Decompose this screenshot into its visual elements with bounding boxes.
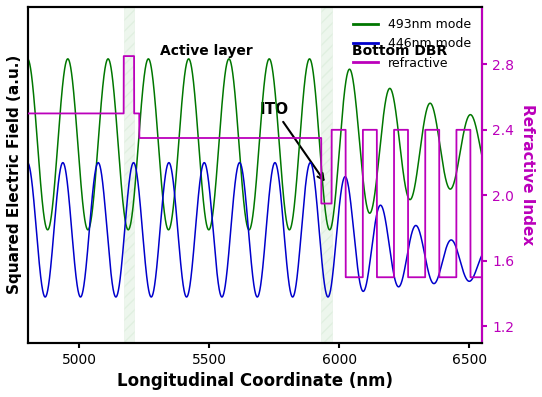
Legend: 493nm mode, 446nm mode, refractive: 493nm mode, 446nm mode, refractive [348, 13, 476, 75]
X-axis label: Longitudinal Coordinate (nm): Longitudinal Coordinate (nm) [117, 372, 393, 390]
Y-axis label: Squared Electric Field (a.u.): Squared Electric Field (a.u.) [7, 55, 22, 295]
Text: Active layer: Active layer [160, 44, 253, 58]
Text: ITO: ITO [260, 102, 324, 180]
Y-axis label: Refractive Index: Refractive Index [520, 104, 535, 245]
Text: Bottom DBR: Bottom DBR [352, 44, 448, 58]
Bar [321, 7, 332, 343]
Bar [124, 7, 134, 343]
